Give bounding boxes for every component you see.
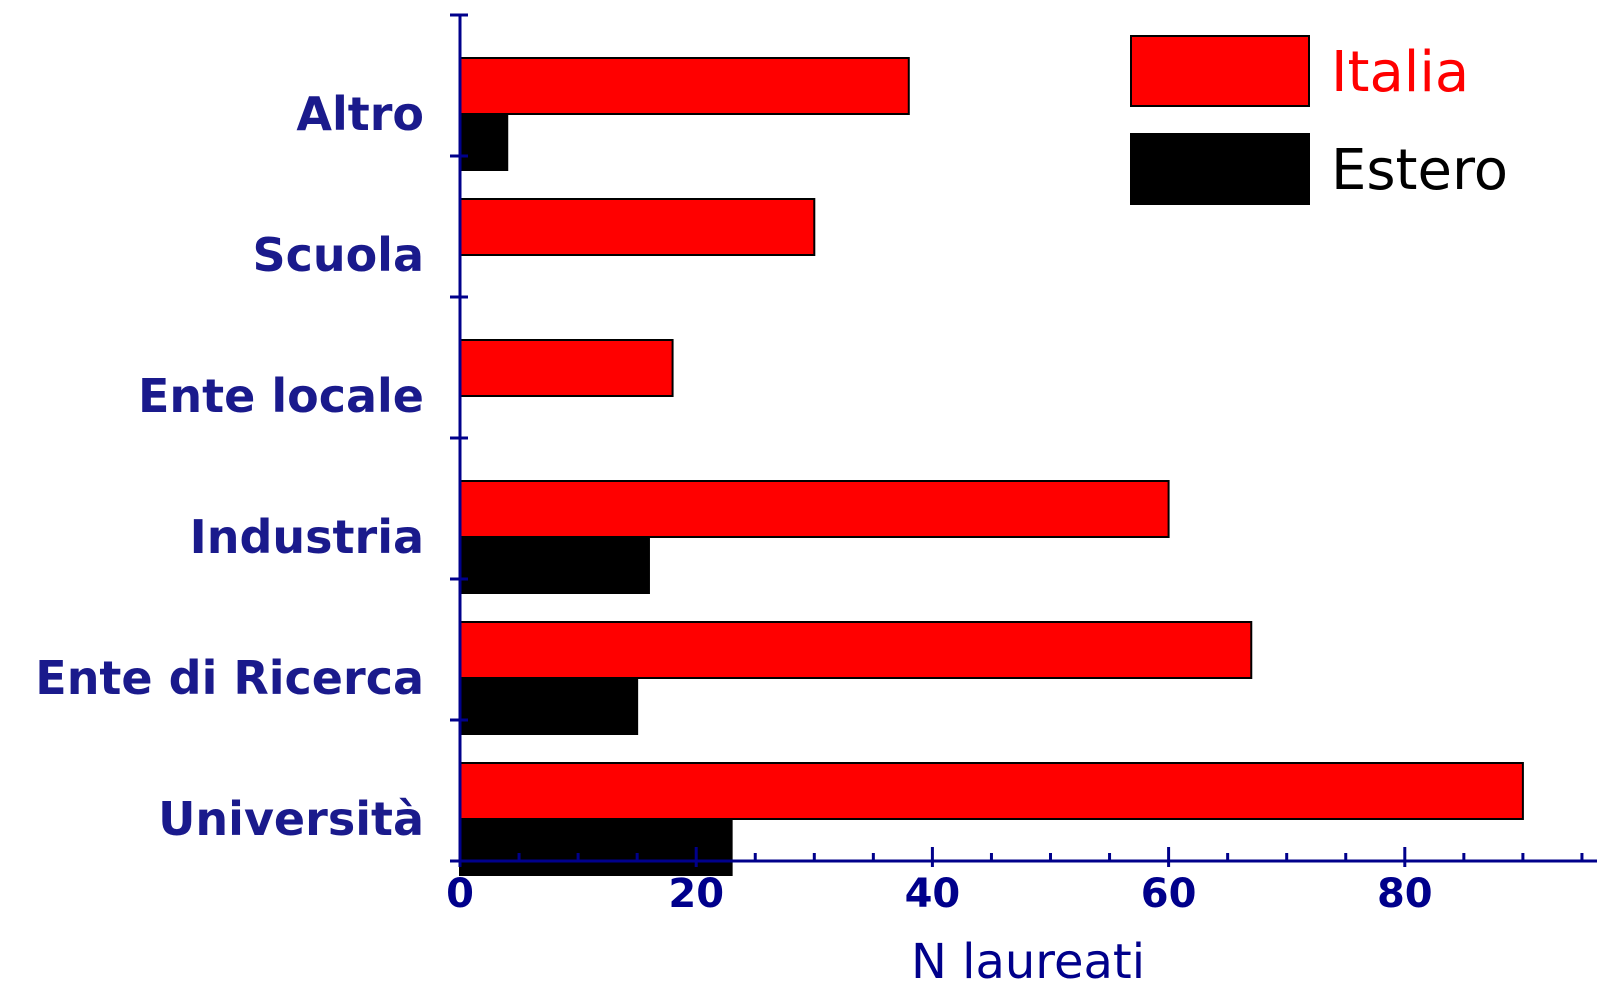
bar-italia-3 bbox=[459, 480, 1170, 538]
bar-estero-5 bbox=[459, 818, 733, 876]
category-label: Università bbox=[158, 792, 424, 846]
x-axis-title: N laureati bbox=[911, 934, 1145, 989]
bar-italia-2 bbox=[459, 339, 674, 397]
legend-label-italia: Italia bbox=[1331, 40, 1469, 105]
legend-swatch-estero bbox=[1130, 133, 1310, 205]
bar-italia-0 bbox=[459, 57, 910, 115]
category-label: Altro bbox=[296, 87, 424, 141]
category-label: Industria bbox=[190, 510, 424, 564]
category-label: Ente locale bbox=[138, 369, 424, 423]
bar-italia-5 bbox=[459, 762, 1524, 820]
x-tick-label: 20 bbox=[668, 871, 724, 917]
x-tick-label: 0 bbox=[446, 871, 474, 917]
legend-swatch-italia bbox=[1130, 35, 1310, 107]
bar-estero-4 bbox=[459, 677, 639, 735]
x-tick-label: 80 bbox=[1377, 871, 1433, 917]
category-label: Ente di Ricerca bbox=[35, 651, 424, 705]
bar-italia-1 bbox=[459, 198, 816, 256]
x-tick-label: 60 bbox=[1141, 871, 1197, 917]
legend: Italia Estero bbox=[1130, 35, 1508, 205]
bars-layer bbox=[459, 57, 1524, 876]
category-label: Scuola bbox=[252, 228, 424, 282]
bar-italia-4 bbox=[459, 621, 1253, 679]
x-tick-label: 40 bbox=[905, 871, 961, 917]
axes-layer bbox=[450, 13, 1597, 867]
labels-layer: 0 20 40 60 80 N laureati Altro Scuola Ente local… bbox=[35, 87, 1432, 989]
bar-estero-3 bbox=[459, 536, 650, 594]
legend-label-estero: Estero bbox=[1331, 138, 1508, 203]
bar-estero-0 bbox=[459, 113, 509, 171]
